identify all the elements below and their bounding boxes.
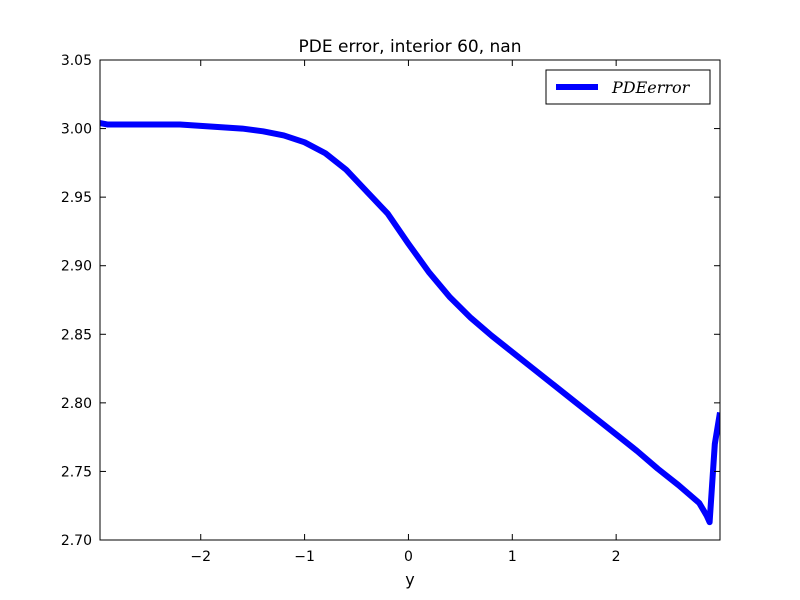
x-tick-label: 1 [508, 549, 517, 565]
plot-area: −2 −1 0 1 2 2.70 2.75 2.80 2.85 2.90 2.95 3.00 3.05 [61, 53, 721, 565]
y-tick-label: 2.90 [61, 259, 92, 275]
legend: PDEerror [545, 69, 711, 105]
x-tick-label: −2 [190, 549, 211, 565]
plot-frame [99, 59, 721, 541]
x-tick-label: 2 [612, 549, 621, 565]
y-tick-label: 2.85 [61, 327, 92, 343]
x-axis-label: y [405, 570, 414, 589]
series-line-pdeerror [100, 120, 720, 526]
y-tick-label: 3.05 [61, 53, 92, 69]
chart-title: PDE error, interior 60, nan [299, 37, 522, 57]
y-tick-label: 2.75 [61, 464, 92, 480]
x-tick-label: 0 [404, 549, 413, 565]
x-tick-label: −1 [294, 549, 315, 565]
y-tick-label: 2.95 [61, 190, 92, 206]
legend-label: PDEerror [611, 78, 691, 97]
y-tick-label: 3.00 [61, 122, 92, 138]
y-tick-label: 2.70 [61, 533, 92, 549]
y-tick-label: 2.80 [61, 396, 92, 412]
